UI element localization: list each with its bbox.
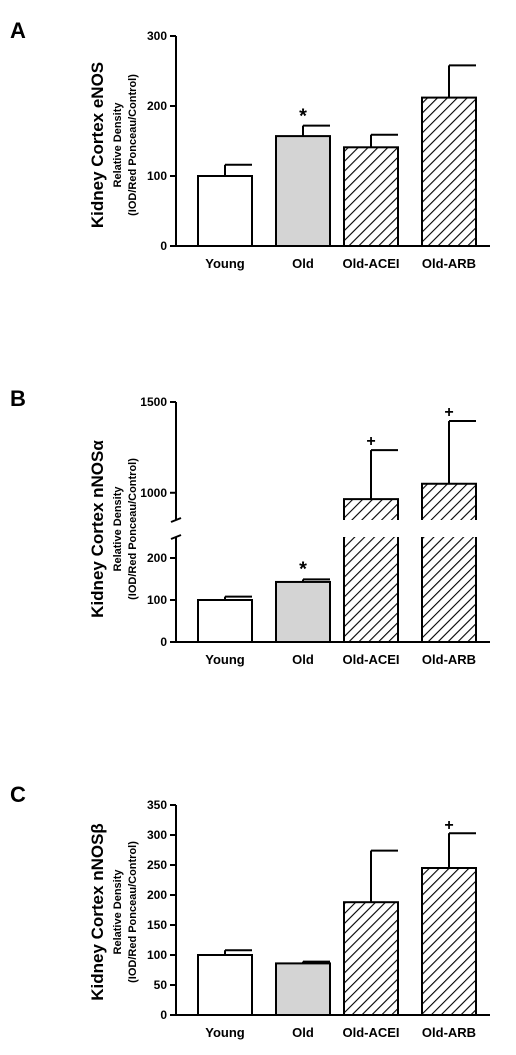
panel-c-letter: C [10, 782, 26, 807]
significance-marker: + [444, 817, 453, 834]
y-tick-label: 350 [147, 798, 167, 812]
bar-old-arb-lower [422, 537, 476, 642]
panel-b-y-sub2: (IOD/Red Ponceau/Control) [127, 458, 139, 600]
panel-a-letter: A [10, 18, 26, 43]
y-tick-label: 100 [147, 593, 167, 607]
y-tick-label: 1000 [140, 486, 167, 500]
x-category-label: Young [205, 256, 245, 271]
bar-old [275, 135, 331, 248]
y-tick-label: 300 [147, 29, 167, 43]
panel-a-y-sub2: (IOD/Red Ponceau/Control) [127, 74, 139, 216]
significance-marker: * [299, 558, 307, 580]
panel-c-y-sub2: (IOD/Red Ponceau/Control) [127, 841, 139, 983]
y-tick-label: 250 [147, 858, 167, 872]
bar-old-arb [421, 96, 477, 247]
y-tick-label: 0 [160, 635, 167, 649]
bar-old [275, 962, 331, 1017]
y-tick-label: 50 [154, 978, 168, 992]
x-category-label: Old [292, 256, 314, 271]
bar-old-acei-lower [344, 537, 398, 642]
panel-c-y-sub1: Relative Density [112, 869, 124, 955]
panel-b-letter: B [10, 386, 26, 411]
y-tick-label: 200 [147, 888, 167, 902]
x-category-label: Old [292, 652, 314, 667]
bar-outline-upper [343, 498, 399, 520]
y-tick-label: 1500 [140, 395, 167, 409]
bar-old-acei [343, 146, 399, 247]
panel-a: A Kidney Cortex eNOS Relative Density (I… [10, 18, 490, 271]
x-category-label: Old-ACEI [342, 256, 399, 271]
bar-old-arb-upper [422, 483, 476, 520]
panel-b: B Kidney Cortex nNOSα Relative Density (… [10, 386, 490, 667]
significance-marker: + [444, 404, 453, 421]
panel-b-y-sub1: Relative Density [112, 486, 124, 572]
x-category-label: Young [205, 1025, 245, 1040]
y-tick-label: 0 [160, 239, 167, 253]
axis-break-mark [170, 517, 182, 523]
x-category-label: Old-ACEI [342, 652, 399, 667]
x-category-label: Old-ARB [422, 652, 476, 667]
panel-b-y-title: Kidney Cortex nNOSα [88, 440, 107, 618]
bar-young [197, 954, 253, 1016]
y-tick-label: 100 [147, 169, 167, 183]
y-tick-label: 200 [147, 551, 167, 565]
x-category-label: Old [292, 1025, 314, 1040]
bar-outline-upper [421, 482, 477, 520]
bar-old-acei [343, 901, 399, 1017]
y-tick-label: 100 [147, 948, 167, 962]
panel-a-y-title: Kidney Cortex eNOS [88, 62, 107, 228]
significance-marker: * [299, 106, 307, 128]
panel-a-y-sub1: Relative Density [112, 102, 124, 188]
bar-old-arb [421, 867, 477, 1016]
bar-outline-lower [421, 537, 477, 643]
bar-young [197, 599, 253, 643]
bar-young [197, 175, 253, 247]
panel-c: C Kidney Cortex nNOSβ Relative Density (… [10, 782, 490, 1040]
x-category-label: Old-ACEI [342, 1025, 399, 1040]
significance-marker: + [366, 433, 375, 450]
panel-c-y-title: Kidney Cortex nNOSβ [88, 823, 107, 1001]
y-tick-label: 200 [147, 99, 167, 113]
y-tick-label: 150 [147, 918, 167, 932]
bar-old [275, 580, 331, 644]
bar-outline-lower [343, 537, 399, 643]
bar-old-acei-upper [344, 499, 398, 520]
x-category-label: Young [205, 652, 245, 667]
x-category-label: Old-ARB [422, 256, 476, 271]
y-tick-label: 300 [147, 828, 167, 842]
x-category-label: Old-ARB [422, 1025, 476, 1040]
y-tick-label: 0 [160, 1008, 167, 1022]
axis-break-mark [170, 534, 182, 540]
